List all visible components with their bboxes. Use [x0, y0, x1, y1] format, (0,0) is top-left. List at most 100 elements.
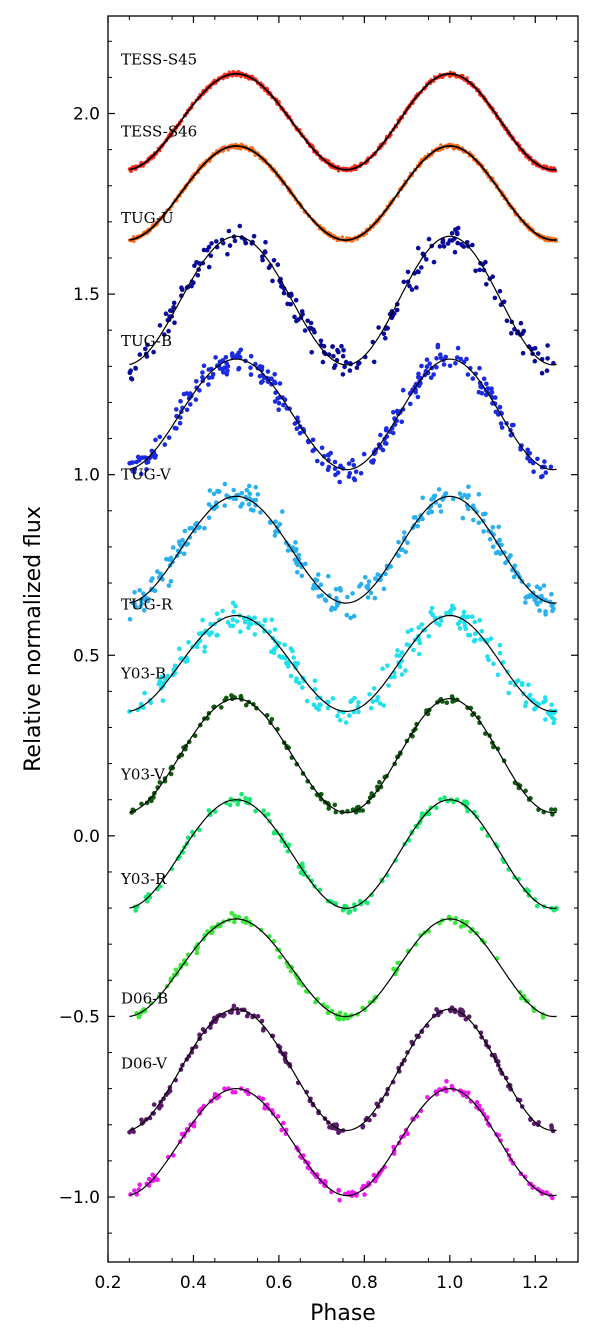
data-point: [272, 399, 278, 404]
data-point: [351, 463, 357, 468]
data-point: [368, 590, 374, 596]
fit-curve: [129, 1087, 557, 1197]
plot-area: TESS-S45 TESS-S46 TUG-U TUG-B TUG-V TUG-R Y03-…: [59, 15, 579, 1293]
data-point: [405, 629, 411, 635]
data-point: [437, 622, 442, 628]
data-point: [346, 461, 352, 466]
data-point: [260, 254, 265, 259]
data-point: [454, 355, 460, 360]
data-point: [127, 616, 133, 622]
data-point: [262, 617, 268, 623]
y-tick-label: 2.0: [73, 105, 100, 125]
data-point: [354, 365, 360, 371]
data-point: [304, 698, 310, 704]
data-point: [539, 370, 545, 376]
data-point: [281, 402, 286, 408]
data-point: [411, 647, 416, 653]
data-point: [164, 556, 169, 562]
data-point: [448, 611, 453, 616]
data-point: [233, 1089, 238, 1095]
data-point: [325, 705, 331, 711]
data-point: [498, 421, 504, 426]
data-point: [226, 148, 230, 152]
data-point: [178, 656, 183, 661]
data-point: [168, 579, 174, 584]
data-point: [231, 487, 236, 493]
data-point: [302, 328, 308, 333]
data-point: [547, 712, 553, 717]
data-point: [490, 525, 496, 530]
data-point: [440, 240, 446, 245]
data-point: [145, 899, 150, 904]
data-point: [463, 626, 469, 632]
data-point: [127, 709, 132, 714]
data-point: [542, 459, 547, 464]
data-point: [365, 1181, 371, 1187]
data-point: [308, 320, 314, 326]
data-point: [192, 1120, 197, 1125]
data-point: [163, 311, 169, 317]
data-point: [431, 259, 437, 265]
data-point: [230, 617, 236, 622]
data-point: [319, 445, 325, 451]
data-point: [409, 287, 415, 292]
data-point: [178, 399, 183, 404]
data-point: [545, 356, 550, 361]
data-point: [253, 808, 258, 814]
data-point: [508, 680, 513, 686]
data-point: [202, 644, 208, 650]
data-point: [291, 655, 297, 660]
y-tick-label: 0.5: [73, 646, 100, 666]
data-point: [471, 517, 476, 523]
data-point: [224, 372, 230, 377]
data-point: [217, 359, 223, 365]
data-point: [222, 1086, 227, 1091]
data-point: [275, 1114, 281, 1119]
series-label: D06-B: [121, 989, 168, 1007]
data-point: [429, 605, 435, 611]
data-point: [535, 456, 540, 462]
data-point: [332, 459, 338, 465]
data-point: [166, 328, 171, 334]
data-point: [489, 389, 495, 395]
data-point: [410, 1116, 415, 1121]
data-point: [370, 460, 376, 465]
data-point: [208, 621, 213, 627]
data-point: [527, 458, 533, 464]
data-point: [480, 511, 486, 517]
data-point: [452, 920, 458, 926]
series-label: TUG-B: [121, 332, 172, 350]
data-point: [416, 374, 421, 380]
x-tick-label: 0.4: [180, 1273, 207, 1293]
x-tick-label: 0.2: [94, 1273, 121, 1293]
data-point: [470, 376, 476, 381]
data-point: [214, 239, 219, 244]
data-point: [437, 797, 443, 802]
data-point: [400, 387, 406, 393]
data-point: [156, 681, 162, 687]
data-point: [247, 797, 252, 802]
data-point: [474, 1100, 480, 1105]
data-point: [360, 808, 366, 813]
data-point: [409, 627, 414, 633]
data-point: [243, 796, 248, 801]
data-point: [523, 703, 528, 709]
data-point: [208, 253, 214, 259]
data-point: [185, 541, 191, 547]
data-point: [400, 547, 405, 552]
data-point: [275, 262, 281, 268]
data-point: [285, 664, 291, 669]
fit-curve: [129, 799, 557, 909]
data-point: [342, 364, 347, 370]
data-point: [240, 501, 245, 507]
data-point: [251, 508, 256, 513]
data-point: [551, 720, 556, 726]
data-point: [232, 238, 238, 244]
data-point: [314, 578, 320, 583]
data-point: [168, 308, 173, 313]
data-point: [227, 243, 233, 248]
data-point: [477, 365, 482, 371]
data-point: [229, 910, 235, 916]
data-point: [334, 1122, 339, 1127]
data-point: [428, 805, 434, 810]
